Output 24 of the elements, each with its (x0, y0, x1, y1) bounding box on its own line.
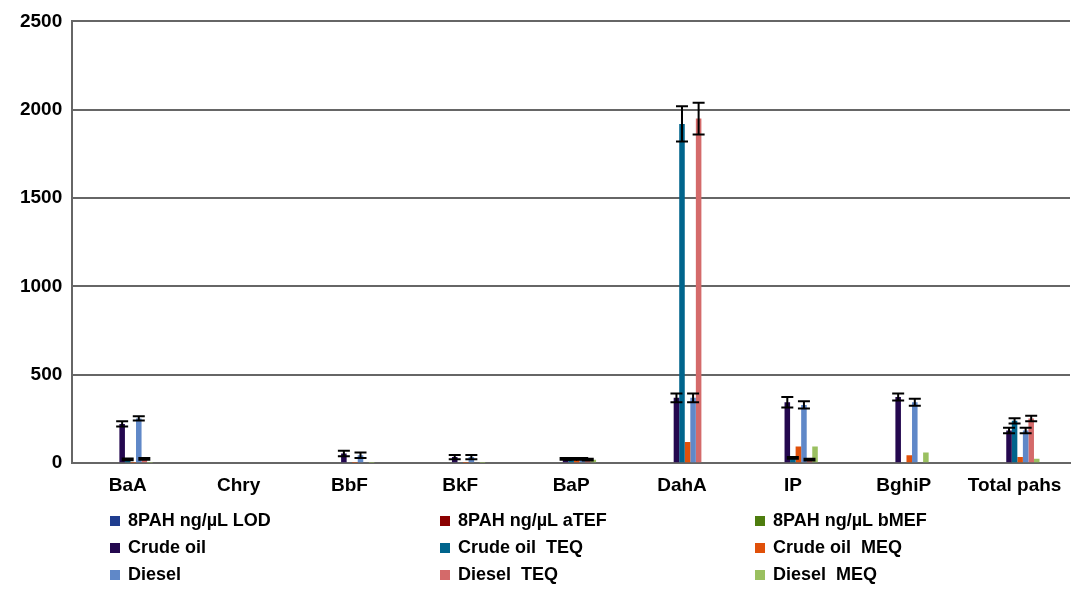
legend-label: 8PAH ng/µL LOD (128, 510, 271, 531)
y-tick-label: 500 (30, 363, 63, 385)
legend-label: Crude oil (128, 537, 207, 558)
legend-label: Diesel (128, 564, 182, 585)
legend-label: Diesel MEQ (773, 564, 878, 585)
x-tick-label: BkF (442, 473, 479, 495)
legend-label: 8PAH ng/µL aTEF (458, 510, 607, 531)
x-tick-label: DahA (657, 473, 708, 495)
legend-label: 8PAH ng/µL bMEF (773, 510, 927, 531)
x-tick-label: BghiP (876, 473, 932, 495)
y-tick-label: 2000 (19, 97, 63, 119)
x-tick-label: BbF (330, 473, 368, 495)
x-tick-label: Total pahs (967, 473, 1062, 495)
y-tick-label: 1500 (19, 186, 63, 208)
x-tick-label: BaA (108, 473, 147, 495)
y-tick-label: 0 (51, 451, 63, 473)
x-tick-label: Chry (216, 473, 261, 495)
legend-label: Crude oil TEQ (458, 537, 584, 558)
x-tick-label: IP (783, 473, 803, 495)
legend-label: Crude oil MEQ (773, 537, 903, 558)
legend-label: Diesel TEQ (458, 564, 559, 585)
x-tick-label: BaP (552, 473, 590, 495)
y-tick-label: 2500 (19, 9, 63, 31)
y-tick-label: 1000 (19, 274, 63, 296)
